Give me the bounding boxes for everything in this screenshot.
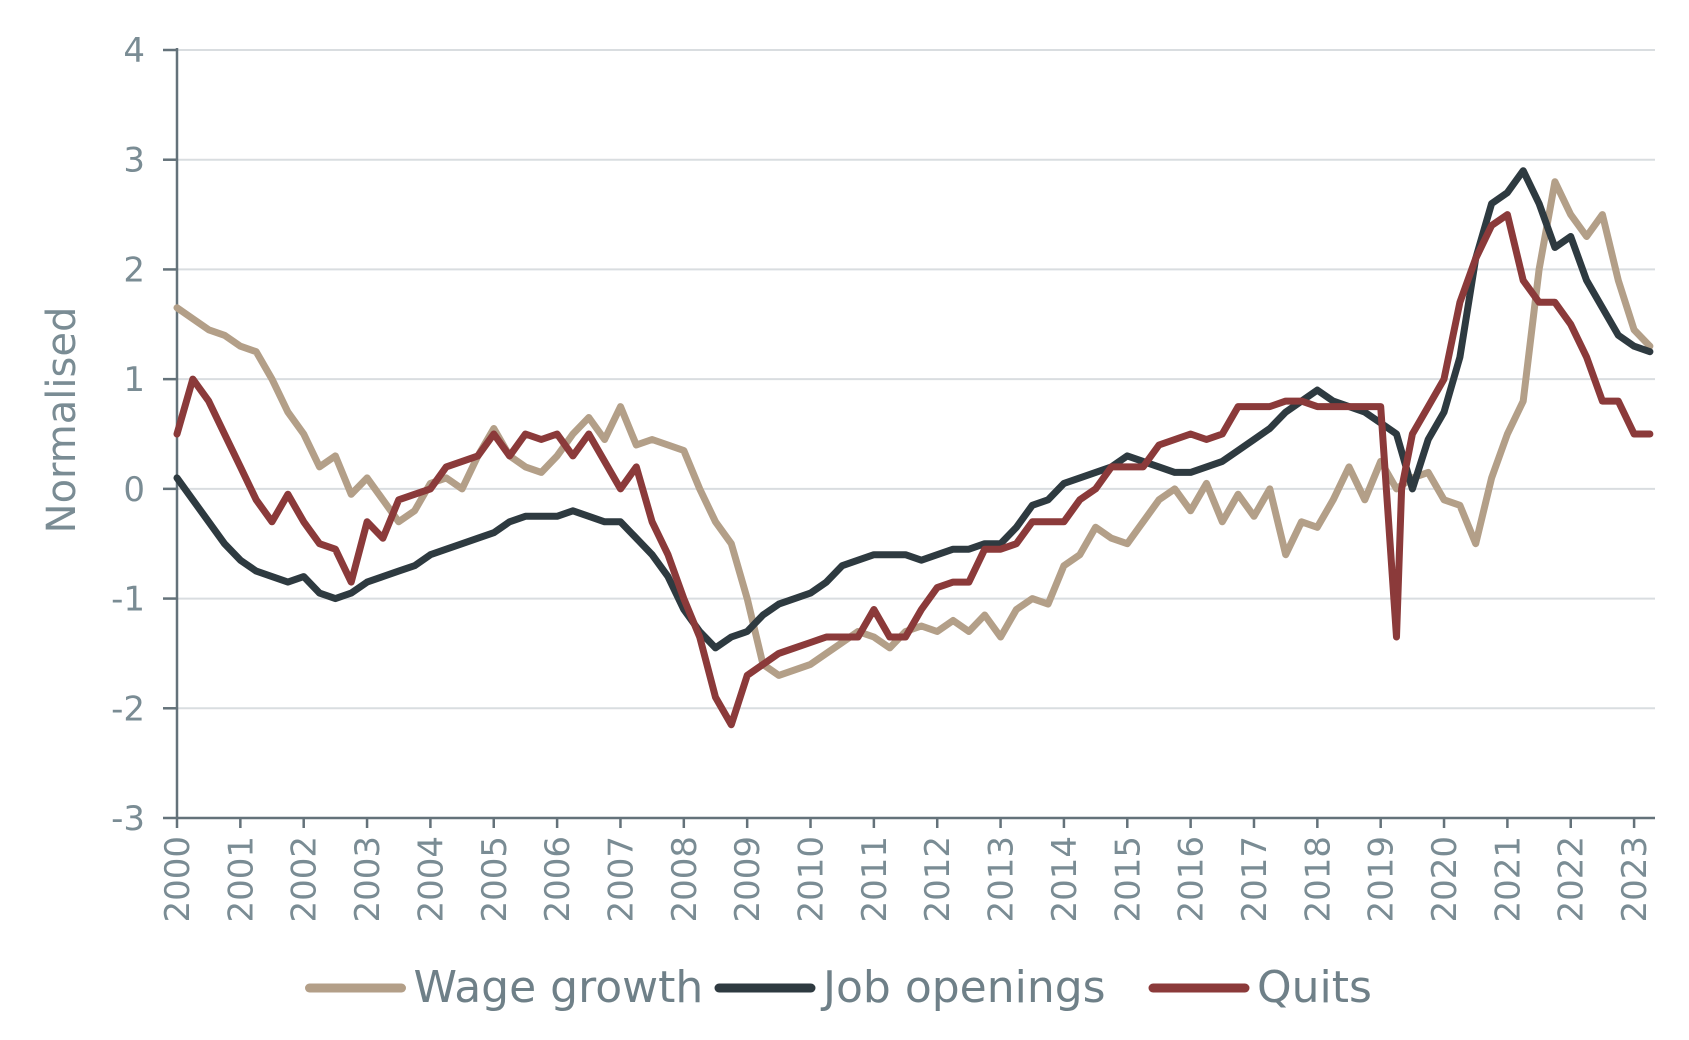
series-line-quits [173,211,1654,729]
legend: Wage growth Job openings Quits [305,962,1372,1013]
series-lines [173,167,1654,729]
series-line-wage-growth [173,178,1654,679]
x-tick-label: 2015 [1108,836,1148,923]
x-tick-label: 2019 [1362,836,1402,923]
x-tick-label: 2017 [1235,836,1275,923]
y-tick-label: 4 [123,31,145,71]
x-tick-label: 2022 [1552,836,1592,923]
x-tick-label: 2003 [348,836,388,923]
x-tick-label: 2014 [1045,836,1085,923]
legend-label: Quits [1257,962,1372,1013]
x-tick-label: 2012 [918,836,958,923]
x-tick-labels: 2000 2001 2002 2003 2004 2005 2006 2007 2008 2009… [158,836,1655,923]
y-tick-labels: -3 -2 -1 0 1 2 3 4 [111,31,145,839]
x-tick-label: 2023 [1615,836,1655,923]
legend-item-quits: Quits [1148,962,1372,1013]
x-tick-label: 2001 [221,836,261,923]
x-tick-label: 2007 [601,836,641,923]
x-tick-label: 2021 [1488,836,1528,923]
x-tick-label: 2000 [158,836,198,923]
legend-label: Wage growth [414,962,704,1013]
x-tick-label: 2002 [285,836,325,923]
y-tick-label: 3 [123,141,145,181]
x-tick-label: 2011 [855,836,895,923]
y-tick-label: 0 [123,470,145,510]
legend-item-job-openings: Job openings [714,962,1106,1013]
legend-item-wage-growth: Wage growth [305,962,704,1013]
x-tick-label: 2009 [728,836,768,923]
x-tick-label: 2018 [1298,836,1338,923]
x-tick-label: 2020 [1425,836,1465,923]
x-tick-label: 2005 [475,836,515,923]
y-tick-label: 1 [123,360,145,400]
x-tick-label: 2013 [982,836,1022,923]
legend-label: Job openings [820,962,1106,1013]
x-tick-label: 2006 [538,836,578,923]
x-tick-label: 2016 [1172,836,1212,923]
x-tick-label: 2008 [665,836,705,923]
y-axis-title: Normalised [39,307,85,534]
x-tick-label: 2004 [411,836,451,923]
y-tick-label: -1 [111,580,145,620]
y-tick-label: -2 [111,689,145,729]
y-tick-label: -3 [111,799,145,839]
gridlines [177,49,1655,710]
y-tick-label: 2 [123,250,145,290]
x-tick-label: 2010 [792,836,832,923]
